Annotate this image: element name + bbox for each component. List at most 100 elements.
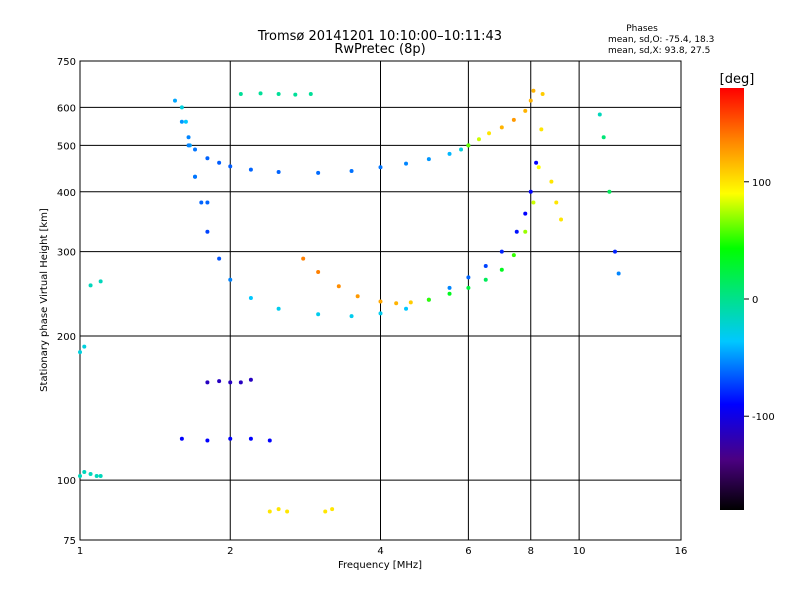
data-point [276, 306, 281, 311]
x-tick-label: 10 [573, 546, 586, 557]
data-point [349, 168, 354, 173]
data-point [616, 271, 621, 276]
data-point [466, 275, 471, 280]
data-point [228, 164, 233, 169]
data-point [559, 217, 564, 222]
data-point [217, 160, 222, 165]
data-point [199, 200, 204, 205]
data-point [276, 169, 281, 174]
data-point [238, 91, 243, 96]
data-point [466, 285, 471, 290]
data-point [205, 200, 210, 205]
colorbar-tick-label: 100 [752, 178, 771, 189]
data-point [205, 229, 210, 234]
data-point [179, 119, 184, 124]
data-point [378, 299, 383, 304]
data-point [238, 380, 243, 385]
data-point [88, 472, 93, 477]
data-point [499, 249, 504, 254]
colorbar-tick-label: -100 [752, 412, 775, 423]
data-point [612, 249, 617, 254]
data-point [539, 127, 544, 132]
axis-ticks: 1 2 4 6 8 10 16 75 100 200 300 400 500 600 750 [57, 57, 687, 557]
data-point [549, 179, 554, 184]
x-tick-label: 8 [528, 546, 534, 557]
colorbar [720, 88, 744, 510]
data-point [511, 117, 516, 122]
data-point [183, 119, 188, 124]
data-point [483, 263, 488, 268]
data-point [248, 436, 253, 441]
colorbar-label: [deg] [720, 72, 755, 87]
y-tick-label: 600 [57, 103, 76, 114]
grid-lines [80, 61, 681, 540]
data-point [217, 256, 222, 261]
data-point [607, 189, 612, 194]
data-point [394, 301, 399, 306]
data-point [172, 98, 177, 103]
data-point [523, 211, 528, 216]
y-tick-label: 75 [63, 536, 76, 547]
data-point [276, 507, 281, 512]
phases-o-stats: mean, sd,O: -75.4, 18.3 [608, 35, 714, 45]
x-tick-label: 16 [675, 546, 688, 557]
data-point [426, 157, 431, 162]
data-point [228, 436, 233, 441]
data-point [193, 147, 198, 152]
data-point [459, 147, 464, 152]
data-point [601, 135, 606, 140]
data-point [301, 256, 306, 261]
y-tick-label: 500 [57, 141, 76, 152]
data-point [316, 312, 321, 317]
data-point [258, 91, 263, 96]
data-point [499, 267, 504, 272]
data-point [267, 509, 272, 514]
data-point [248, 167, 253, 172]
data-point [536, 165, 541, 170]
data-point [98, 474, 103, 479]
data-point [466, 143, 471, 148]
data-point [378, 165, 383, 170]
data-point [483, 277, 488, 282]
data-points [78, 88, 621, 514]
colorbar-tick-label: 0 [752, 295, 758, 306]
chart-title: Tromsø 20141201 10:10:00–10:11:43 [257, 29, 502, 44]
data-point [487, 131, 492, 136]
data-point [511, 253, 516, 258]
data-point [179, 436, 184, 441]
data-point [285, 509, 290, 514]
data-point [336, 284, 341, 289]
data-point [217, 379, 222, 384]
data-point [404, 161, 409, 166]
data-point [205, 380, 210, 385]
y-tick-label: 750 [57, 57, 76, 68]
data-point [523, 229, 528, 234]
data-point [98, 279, 103, 284]
data-point [476, 137, 481, 142]
x-tick-label: 1 [77, 546, 83, 557]
data-point [78, 474, 82, 479]
data-point [447, 291, 452, 296]
data-point [308, 91, 313, 96]
x-axis-label: Frequency [MHz] [338, 560, 422, 571]
data-point [205, 438, 210, 443]
data-point [330, 507, 335, 512]
y-tick-label: 300 [57, 248, 76, 259]
data-point [82, 469, 87, 474]
data-point [523, 108, 528, 113]
x-tick-label: 6 [465, 546, 471, 557]
data-point [205, 156, 210, 161]
data-point [82, 344, 87, 349]
data-point [179, 105, 184, 110]
data-point [447, 151, 452, 156]
data-point [531, 200, 536, 205]
data-point [276, 91, 281, 96]
data-point [248, 377, 253, 382]
phases-x-stats: mean, sd,X: 93.8, 27.5 [608, 46, 710, 56]
y-tick-label: 200 [57, 332, 76, 343]
data-point [534, 160, 539, 165]
chart-subtitle: RwPretec (8p) [334, 42, 425, 57]
data-point [267, 438, 272, 443]
data-point [540, 91, 545, 96]
